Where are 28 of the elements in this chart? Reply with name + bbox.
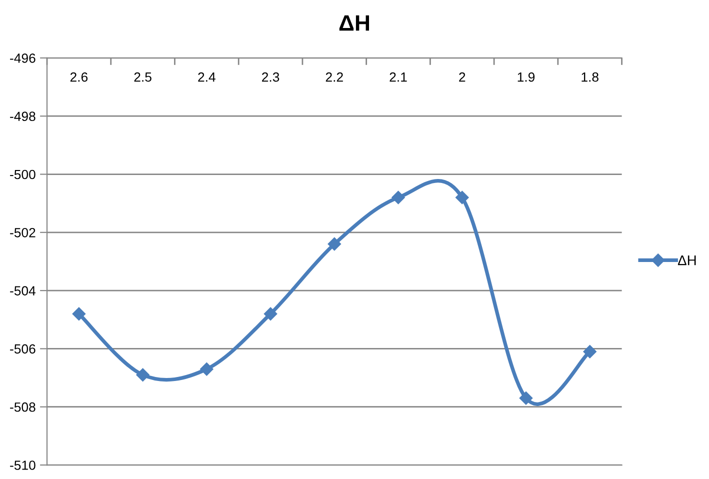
point [456,190,469,204]
chart-title: ΔH [339,15,370,31]
legend-label: ΔH [678,256,696,266]
x-tick-label: 2.4 [198,72,216,82]
y-tick-label: -510 [10,460,36,470]
x-tick-label: 1.8 [582,72,598,82]
point [392,190,405,204]
x-tick-label: 2.5 [134,72,152,82]
y-tick-label: -498 [10,112,36,122]
y-tick-label: -502 [10,228,36,238]
y-tick-label: -506 [10,344,36,354]
point [72,307,86,320]
x-tick-label: 1.9 [518,72,535,82]
y-tick-label: -496 [10,54,36,63]
x-tick-label: 2.1 [390,72,407,82]
point [519,392,533,405]
point [200,362,214,376]
x-tick-label: 2.3 [262,72,280,82]
point [264,307,278,320]
y-tick-label: -508 [10,402,36,412]
point [328,237,341,251]
y-tick-label: -504 [10,286,36,296]
x-tick-label: 2.6 [70,72,88,82]
x-tick-label: 2.2 [326,72,343,82]
y-tick-label: -500 [10,170,36,180]
x-tick-label: 2 [459,72,466,82]
point [136,368,150,382]
point [583,345,596,358]
